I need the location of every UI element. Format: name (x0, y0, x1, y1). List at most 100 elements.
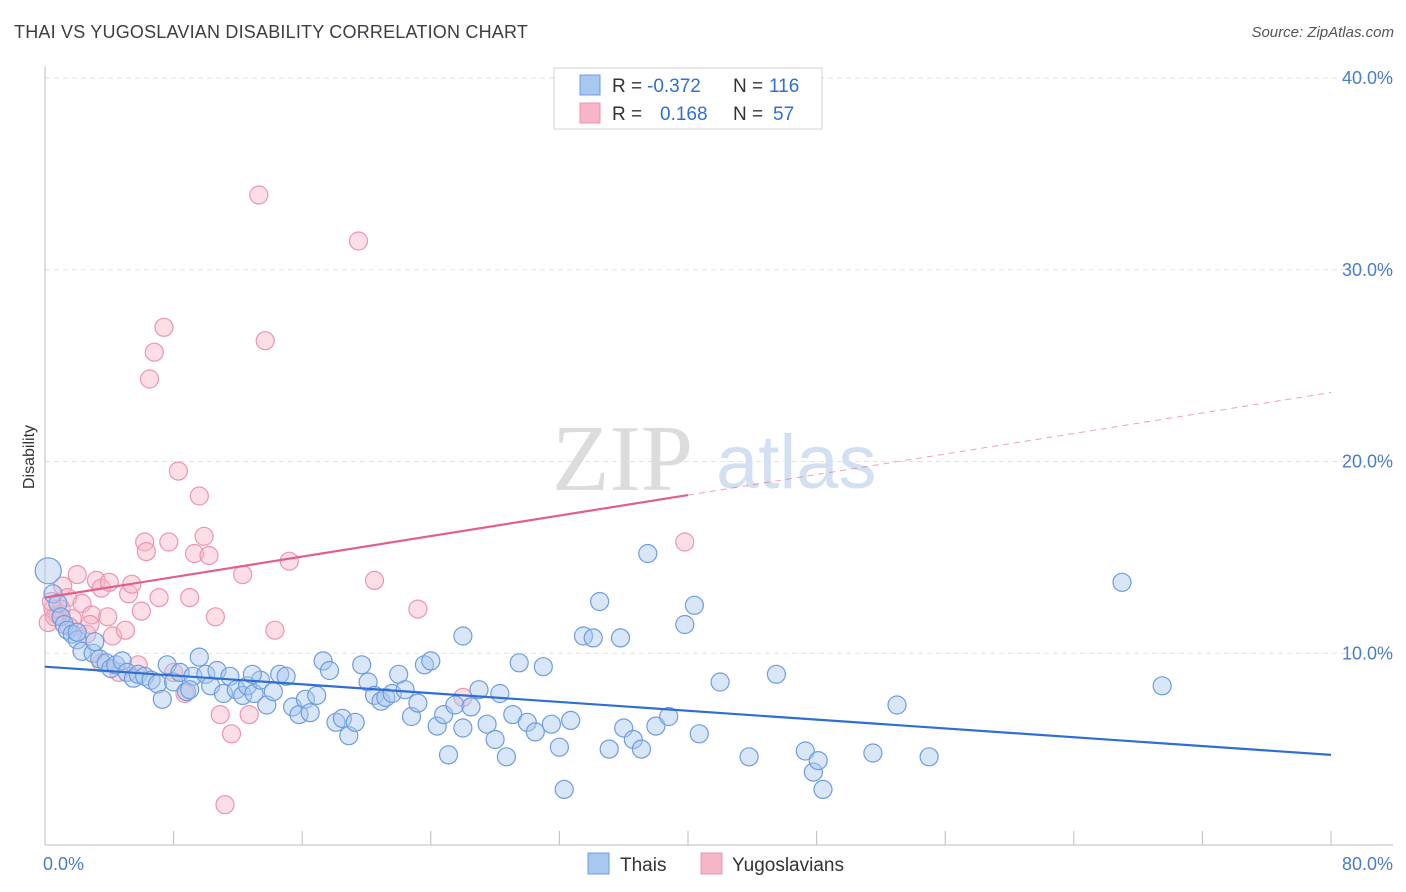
point-thais (533, 657, 553, 677)
legend-r-value-thais: -0.372 (647, 76, 701, 97)
point-thais (112, 651, 132, 671)
point-thais (710, 672, 730, 692)
point-thais (427, 716, 447, 736)
point-thais (517, 712, 537, 732)
point-yugoslavians (184, 543, 205, 564)
point-thais (408, 693, 428, 713)
bottom-legend-label-yugoslavians: Yugoslavians (732, 855, 844, 876)
point-thais (589, 591, 610, 612)
point-thais (34, 557, 62, 585)
point-thais (85, 632, 105, 652)
point-thais (638, 543, 658, 564)
point-thais (813, 779, 833, 800)
point-thais (453, 626, 473, 646)
point-thais (152, 689, 172, 709)
trend-line-yugoslavians-extrapolated (687, 391, 1332, 496)
watermark-atlas: atlas (716, 420, 877, 505)
point-thais (631, 739, 652, 759)
point-yugoslavians (221, 724, 242, 744)
point-yugoslavians (81, 605, 102, 625)
point-yugoslavians (144, 342, 164, 362)
bottom-legend-label-thais: Thais (620, 855, 666, 876)
point-yugoslavians (279, 551, 299, 571)
point-thais (496, 747, 516, 767)
point-thais (313, 651, 333, 671)
legend-r-label: R = (612, 76, 642, 97)
point-thais (319, 660, 340, 681)
point-yugoslavians (239, 704, 259, 725)
point-yugoslavians (205, 607, 225, 627)
point-thais (438, 745, 459, 765)
trend-line-yugoslavians (44, 493, 689, 599)
point-yugoslavians (154, 317, 174, 337)
point-thais (263, 681, 283, 702)
bottom-legend-swatch-yugoslavians (700, 852, 723, 875)
point-thais (919, 747, 939, 767)
y-tick-label: 20.0% (1342, 452, 1393, 472)
point-thais (1152, 676, 1172, 696)
series-thais (34, 543, 1172, 800)
point-thais (469, 680, 489, 700)
point-yugoslavians (139, 369, 160, 389)
point-yugoslavians (265, 620, 285, 640)
point-thais (795, 741, 815, 761)
point-thais (739, 747, 759, 767)
point-thais (395, 680, 415, 700)
point-thais (352, 655, 372, 675)
point-yugoslavians (131, 601, 151, 621)
watermark: ZIP atlas (552, 407, 877, 511)
point-thais (583, 628, 603, 648)
point-thais (525, 722, 545, 742)
point-thais (453, 718, 473, 738)
legend: R = -0.372 N = 116 R = 0.168 N = 57 (553, 67, 823, 130)
legend-r-label: R = (612, 104, 642, 125)
x-tick-labels: 0.0% 80.0% (43, 854, 1393, 874)
point-thais (646, 716, 666, 736)
series-yugoslavians (38, 185, 695, 815)
point-yugoslavians (215, 795, 235, 815)
trend-line-thais (44, 665, 1332, 756)
point-yugoslavians (189, 486, 209, 506)
point-yugoslavians (408, 599, 428, 619)
point-thais (803, 762, 824, 782)
point-thais (675, 614, 695, 635)
point-yugoslavians (51, 599, 71, 619)
point-yugoslavians (348, 231, 369, 251)
point-yugoslavians (67, 564, 87, 585)
point-yugoslavians (180, 587, 200, 608)
y-tick-label: 10.0% (1342, 643, 1393, 663)
point-yugoslavians (194, 526, 214, 546)
legend-swatch-yugoslavians (579, 102, 601, 124)
point-yugoslavians (249, 185, 269, 205)
point-thais (445, 695, 465, 715)
legend-n-label: N = (733, 104, 763, 125)
source-label: Source: ZipAtlas.com (1251, 24, 1394, 41)
point-thais (659, 706, 679, 727)
point-thais (1112, 572, 1132, 592)
point-yugoslavians (210, 704, 230, 725)
y-tick-label: 40.0% (1342, 68, 1393, 88)
point-thais (485, 729, 505, 750)
point-thais (554, 779, 574, 800)
y-tick-label: 30.0% (1342, 260, 1393, 280)
legend-n-value-thais: 116 (769, 76, 799, 97)
point-thais (67, 622, 87, 642)
point-thais (461, 697, 481, 717)
point-thais (477, 714, 497, 734)
point-yugoslavians (115, 620, 136, 640)
point-thais (610, 628, 631, 648)
point-yugoslavians (233, 564, 253, 585)
point-yugoslavians (255, 331, 275, 351)
point-thais (573, 626, 594, 646)
legend-n-label: N = (733, 76, 763, 97)
bottom-legend-swatch-thais (587, 852, 610, 875)
point-thais (43, 584, 63, 604)
point-yugoslavians (675, 532, 695, 552)
point-yugoslavians (149, 587, 169, 608)
y-axis-label: Disability (21, 425, 38, 489)
point-yugoslavians (135, 532, 155, 552)
point-thais (307, 685, 327, 706)
point-thais (887, 695, 907, 715)
point-thais (421, 651, 441, 671)
